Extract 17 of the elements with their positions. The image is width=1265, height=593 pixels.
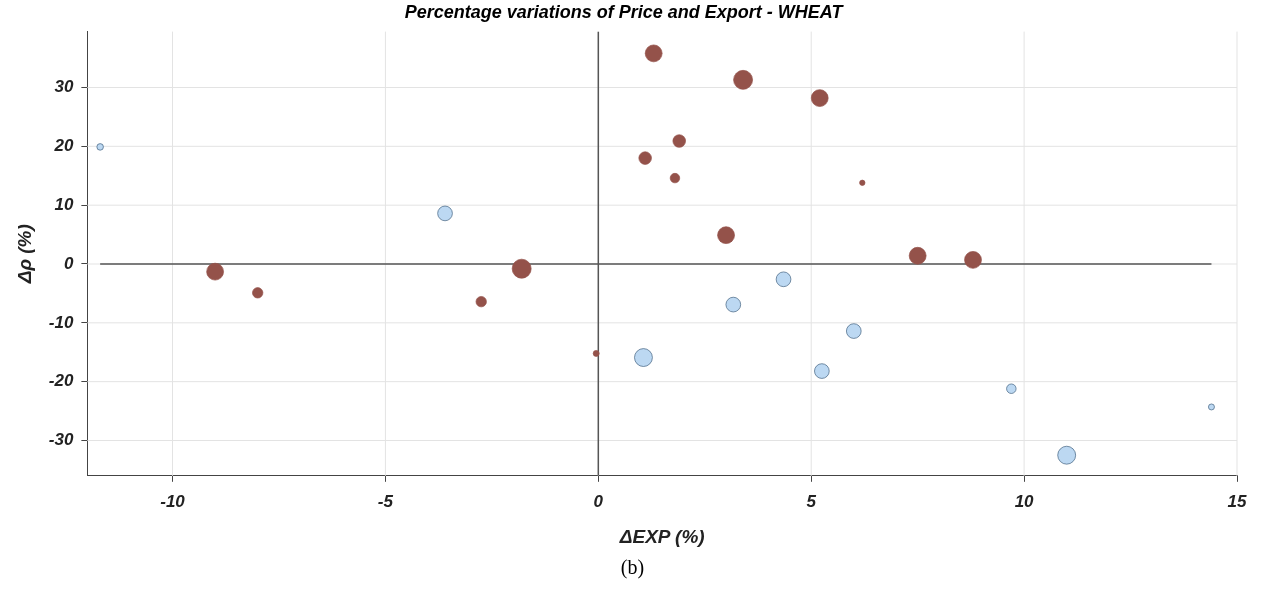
x-tick-label: 5 bbox=[806, 491, 817, 511]
y-axis-title: Δρ (%) bbox=[13, 224, 35, 285]
x-tick-label: 0 bbox=[593, 491, 604, 511]
y-tick-label: -30 bbox=[48, 430, 74, 450]
y-tick-label: 10 bbox=[54, 194, 74, 214]
y-tick-label: -10 bbox=[48, 312, 74, 332]
y-tick-label: -20 bbox=[48, 371, 74, 391]
y-tick-label: 30 bbox=[54, 77, 74, 97]
x-tick-label: -5 bbox=[377, 491, 394, 511]
x-tick-label: 10 bbox=[1014, 491, 1035, 511]
text: (b) bbox=[619, 555, 646, 581]
x-tick-label: -10 bbox=[160, 491, 186, 511]
x-tick-label: 15 bbox=[1227, 491, 1247, 511]
x-axis-title: ΔEXP (%) bbox=[618, 525, 705, 547]
y-tick-label: 0 bbox=[63, 253, 74, 273]
chart-title: Percentage variations of Price and Export - WHEAT bbox=[404, 1, 845, 22]
y-tick-label: 20 bbox=[53, 136, 74, 156]
